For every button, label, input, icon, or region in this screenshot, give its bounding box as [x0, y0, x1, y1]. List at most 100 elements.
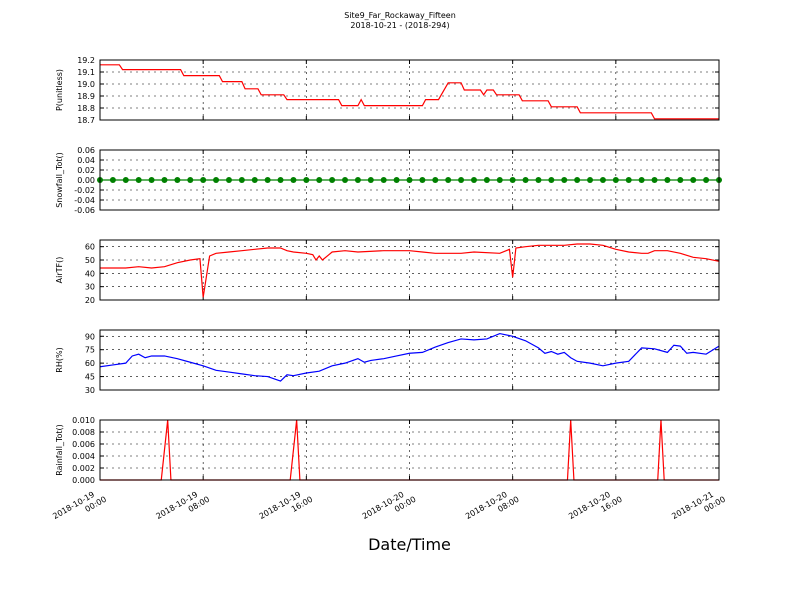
data-point	[406, 177, 413, 183]
x-tick-label: 2018-10-1916:00	[258, 486, 315, 530]
y-tick-label: 90	[85, 332, 95, 341]
data-point	[200, 177, 207, 183]
data-point	[432, 177, 439, 183]
data-point	[225, 177, 232, 183]
data-point	[638, 177, 645, 183]
data-point	[483, 177, 490, 183]
data-point	[496, 177, 503, 183]
y-tick-label: 30	[85, 386, 95, 395]
data-point	[367, 177, 374, 183]
y-tick-label: 60	[85, 359, 95, 368]
y-tick-label: 0.010	[72, 416, 95, 425]
y-tick-label: 75	[85, 346, 95, 355]
y-tick-label: 60	[85, 243, 95, 252]
data-point	[393, 177, 400, 183]
data-point	[135, 177, 142, 183]
data-point	[677, 177, 684, 183]
data-point	[174, 177, 181, 183]
y-axis-label: AirTF()	[55, 257, 64, 284]
data-point	[561, 177, 568, 183]
data-point	[316, 177, 323, 183]
plot-frame	[99, 149, 720, 211]
data-point	[277, 177, 284, 183]
data-point	[535, 177, 542, 183]
data-point	[380, 177, 387, 183]
x-tick-label: 2018-10-2016:00	[567, 486, 624, 530]
y-axis-label: Snowfall_Tot()	[55, 152, 64, 208]
data-line	[100, 243, 720, 298]
y-tick-label: 0.004	[72, 452, 95, 461]
y-tick-label: 18.7	[77, 116, 95, 125]
y-tick-label: 30	[85, 283, 95, 292]
x-axis-label: Date/Time	[368, 535, 451, 554]
y-tick-label: 40	[85, 269, 95, 278]
data-point	[148, 177, 155, 183]
y-tick-label: 0.00	[77, 176, 95, 185]
data-point	[303, 177, 310, 183]
data-line	[100, 64, 719, 120]
y-tick-label: 0.06	[77, 146, 95, 155]
plot-frame	[99, 419, 720, 481]
y-tick-label: 19.1	[77, 68, 95, 77]
data-point	[548, 177, 555, 183]
data-point	[187, 177, 194, 183]
data-point	[651, 177, 658, 183]
y-tick-label: 0.002	[72, 464, 95, 473]
data-point	[690, 177, 697, 183]
y-axis-label: P(unitless)	[55, 69, 64, 111]
y-axis-label: Rainfall_Tot()	[55, 424, 64, 476]
data-point	[109, 177, 116, 183]
data-point	[612, 177, 619, 183]
data-point	[445, 177, 452, 183]
y-tick-label: 18.8	[77, 104, 95, 113]
y-axis-label: RH(%)	[55, 347, 64, 372]
data-line	[99, 332, 720, 382]
data-point	[458, 177, 465, 183]
data-point	[342, 177, 349, 183]
y-tick-label: 19.2	[77, 56, 95, 65]
y-tick-label: 20	[85, 296, 95, 305]
data-point	[238, 177, 245, 183]
y-tick-label: 18.9	[77, 92, 95, 101]
data-point	[509, 177, 516, 183]
plot-frame	[99, 59, 720, 121]
data-point	[122, 177, 129, 183]
y-tick-label: 19.0	[77, 80, 95, 89]
y-tick-label: -0.04	[74, 196, 95, 205]
x-tick-label: 2018-10-2000:00	[361, 486, 418, 530]
x-tick-label: 2018-10-1908:00	[154, 486, 211, 530]
y-tick-label: 0.000	[72, 476, 95, 485]
y-tick-label: 0.006	[72, 440, 95, 449]
data-point	[703, 177, 710, 183]
data-point	[587, 177, 594, 183]
data-point	[264, 177, 271, 183]
data-point	[574, 177, 581, 183]
data-point	[470, 177, 477, 183]
plot-frame	[99, 239, 720, 301]
data-point	[599, 177, 606, 183]
plot-frame	[99, 329, 720, 391]
x-tick-label: 2018-10-2008:00	[464, 486, 521, 530]
y-tick-label: -0.06	[74, 206, 95, 215]
x-tick-label: 2018-10-1900:00	[51, 486, 108, 530]
data-point	[329, 177, 336, 183]
chart-subtitle: 2018-10-21 - (2018-294)	[350, 21, 449, 30]
y-tick-label: 50	[85, 256, 95, 265]
data-point	[354, 177, 361, 183]
data-point	[664, 177, 671, 183]
y-tick-label: 0.008	[72, 428, 95, 437]
x-tick-label: 2018-10-2100:00	[670, 486, 727, 530]
data-point	[625, 177, 632, 183]
y-tick-label: 45	[85, 373, 95, 382]
data-point	[290, 177, 297, 183]
data-point	[522, 177, 529, 183]
data-point	[251, 177, 258, 183]
y-tick-label: -0.02	[74, 186, 95, 195]
data-point	[213, 177, 220, 183]
data-point	[161, 177, 168, 183]
y-tick-label: 0.04	[77, 156, 95, 165]
y-tick-label: 0.02	[77, 166, 95, 175]
data-point	[419, 177, 426, 183]
chart-title: Site9_Far_Rockaway_Fifteen	[344, 11, 456, 20]
